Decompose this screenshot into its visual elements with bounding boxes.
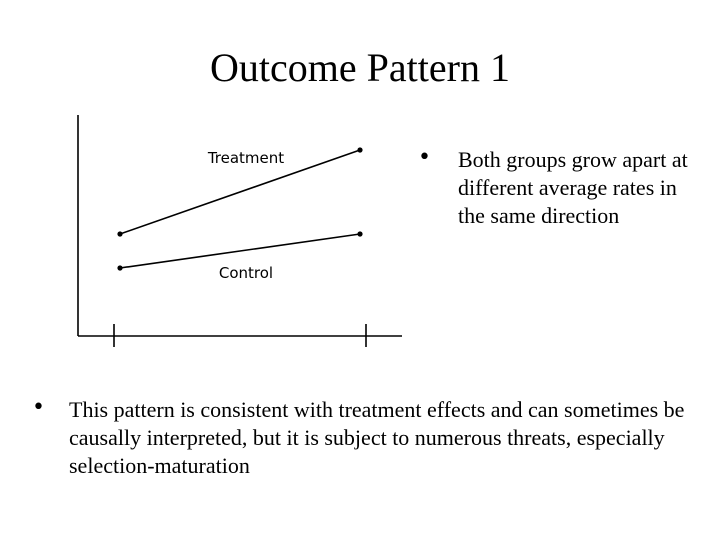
slide-title: Outcome Pattern 1 bbox=[210, 45, 510, 90]
treatment-point-post bbox=[357, 147, 363, 153]
side-bullet-text: Both groups grow apart at different aver… bbox=[458, 147, 688, 228]
treatment-line bbox=[119, 149, 361, 235]
treatment-label: Treatment bbox=[207, 149, 284, 167]
control-point-post bbox=[357, 231, 363, 237]
control-line bbox=[119, 233, 361, 269]
bottom-bullet: • This pattern is consistent with treatm… bbox=[32, 396, 702, 480]
control-label: Control bbox=[219, 264, 273, 282]
treatment-point-pre bbox=[117, 231, 123, 237]
control-point-pre bbox=[117, 265, 123, 271]
bullet-marker: • bbox=[32, 395, 45, 420]
bottom-bullet-text: This pattern is consistent with treatmen… bbox=[69, 397, 685, 478]
bottom-bullet-row: • This pattern is consistent with treatm… bbox=[32, 396, 702, 480]
side-bullet: • Both groups grow apart at different av… bbox=[418, 146, 708, 230]
side-bullet-row: • Both groups grow apart at different av… bbox=[418, 146, 708, 230]
bullet-marker: • bbox=[418, 145, 431, 170]
